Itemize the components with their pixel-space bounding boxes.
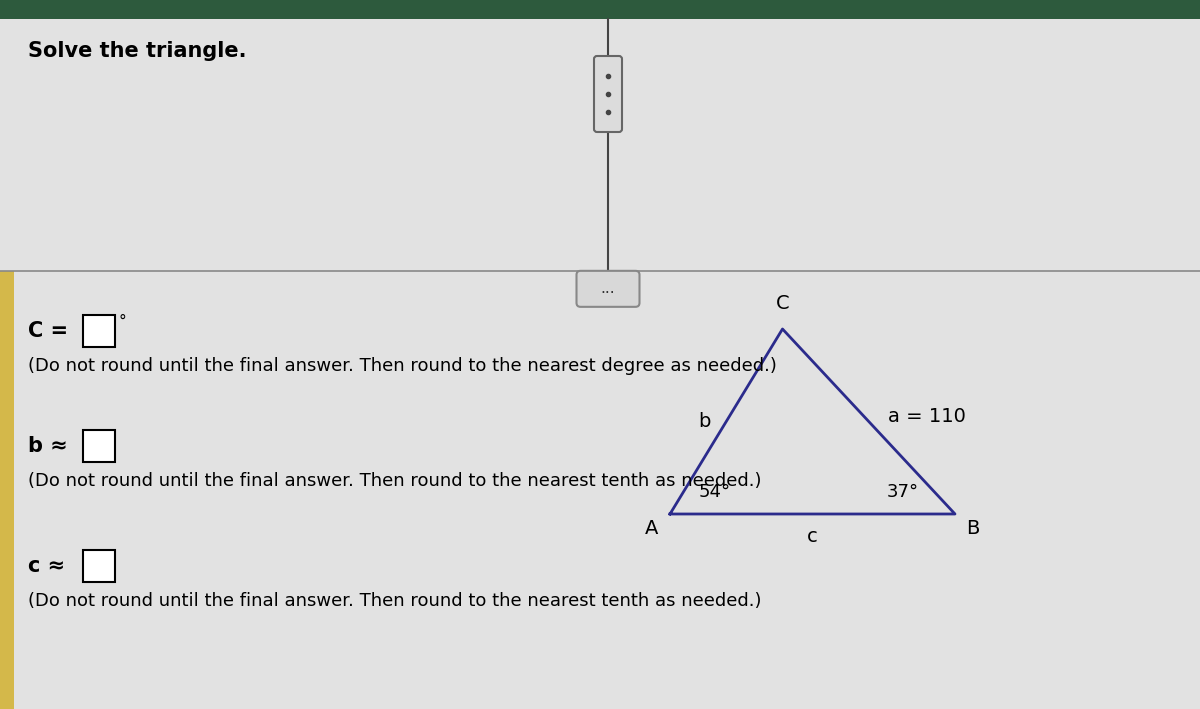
Text: C: C	[775, 294, 790, 313]
Text: (Do not round until the final answer. Then round to the nearest tenth as needed.: (Do not round until the final answer. Th…	[28, 592, 762, 610]
Text: 54°: 54°	[698, 483, 731, 501]
Text: b: b	[698, 412, 710, 431]
Text: C =: C =	[28, 321, 68, 341]
FancyBboxPatch shape	[83, 430, 115, 462]
Text: °: °	[118, 313, 126, 328]
Text: 37°: 37°	[887, 483, 919, 501]
Text: Solve the triangle.: Solve the triangle.	[28, 41, 246, 61]
Text: ...: ...	[601, 281, 616, 296]
FancyBboxPatch shape	[576, 271, 640, 307]
Text: B: B	[966, 519, 979, 538]
Bar	[0, 0, 1200, 19]
Text: A: A	[646, 519, 659, 538]
Text: b ≈: b ≈	[28, 436, 67, 456]
FancyBboxPatch shape	[83, 315, 115, 347]
FancyBboxPatch shape	[83, 550, 115, 582]
FancyBboxPatch shape	[594, 56, 622, 132]
Text: c: c	[808, 527, 818, 545]
Text: a = 110: a = 110	[888, 407, 966, 426]
Text: (Do not round until the final answer. Then round to the nearest tenth as needed.: (Do not round until the final answer. Th…	[28, 471, 762, 490]
Bar	[0, 271, 14, 709]
Text: c ≈: c ≈	[28, 556, 65, 576]
Text: (Do not round until the final answer. Then round to the nearest degree as needed: (Do not round until the final answer. Th…	[28, 357, 776, 375]
